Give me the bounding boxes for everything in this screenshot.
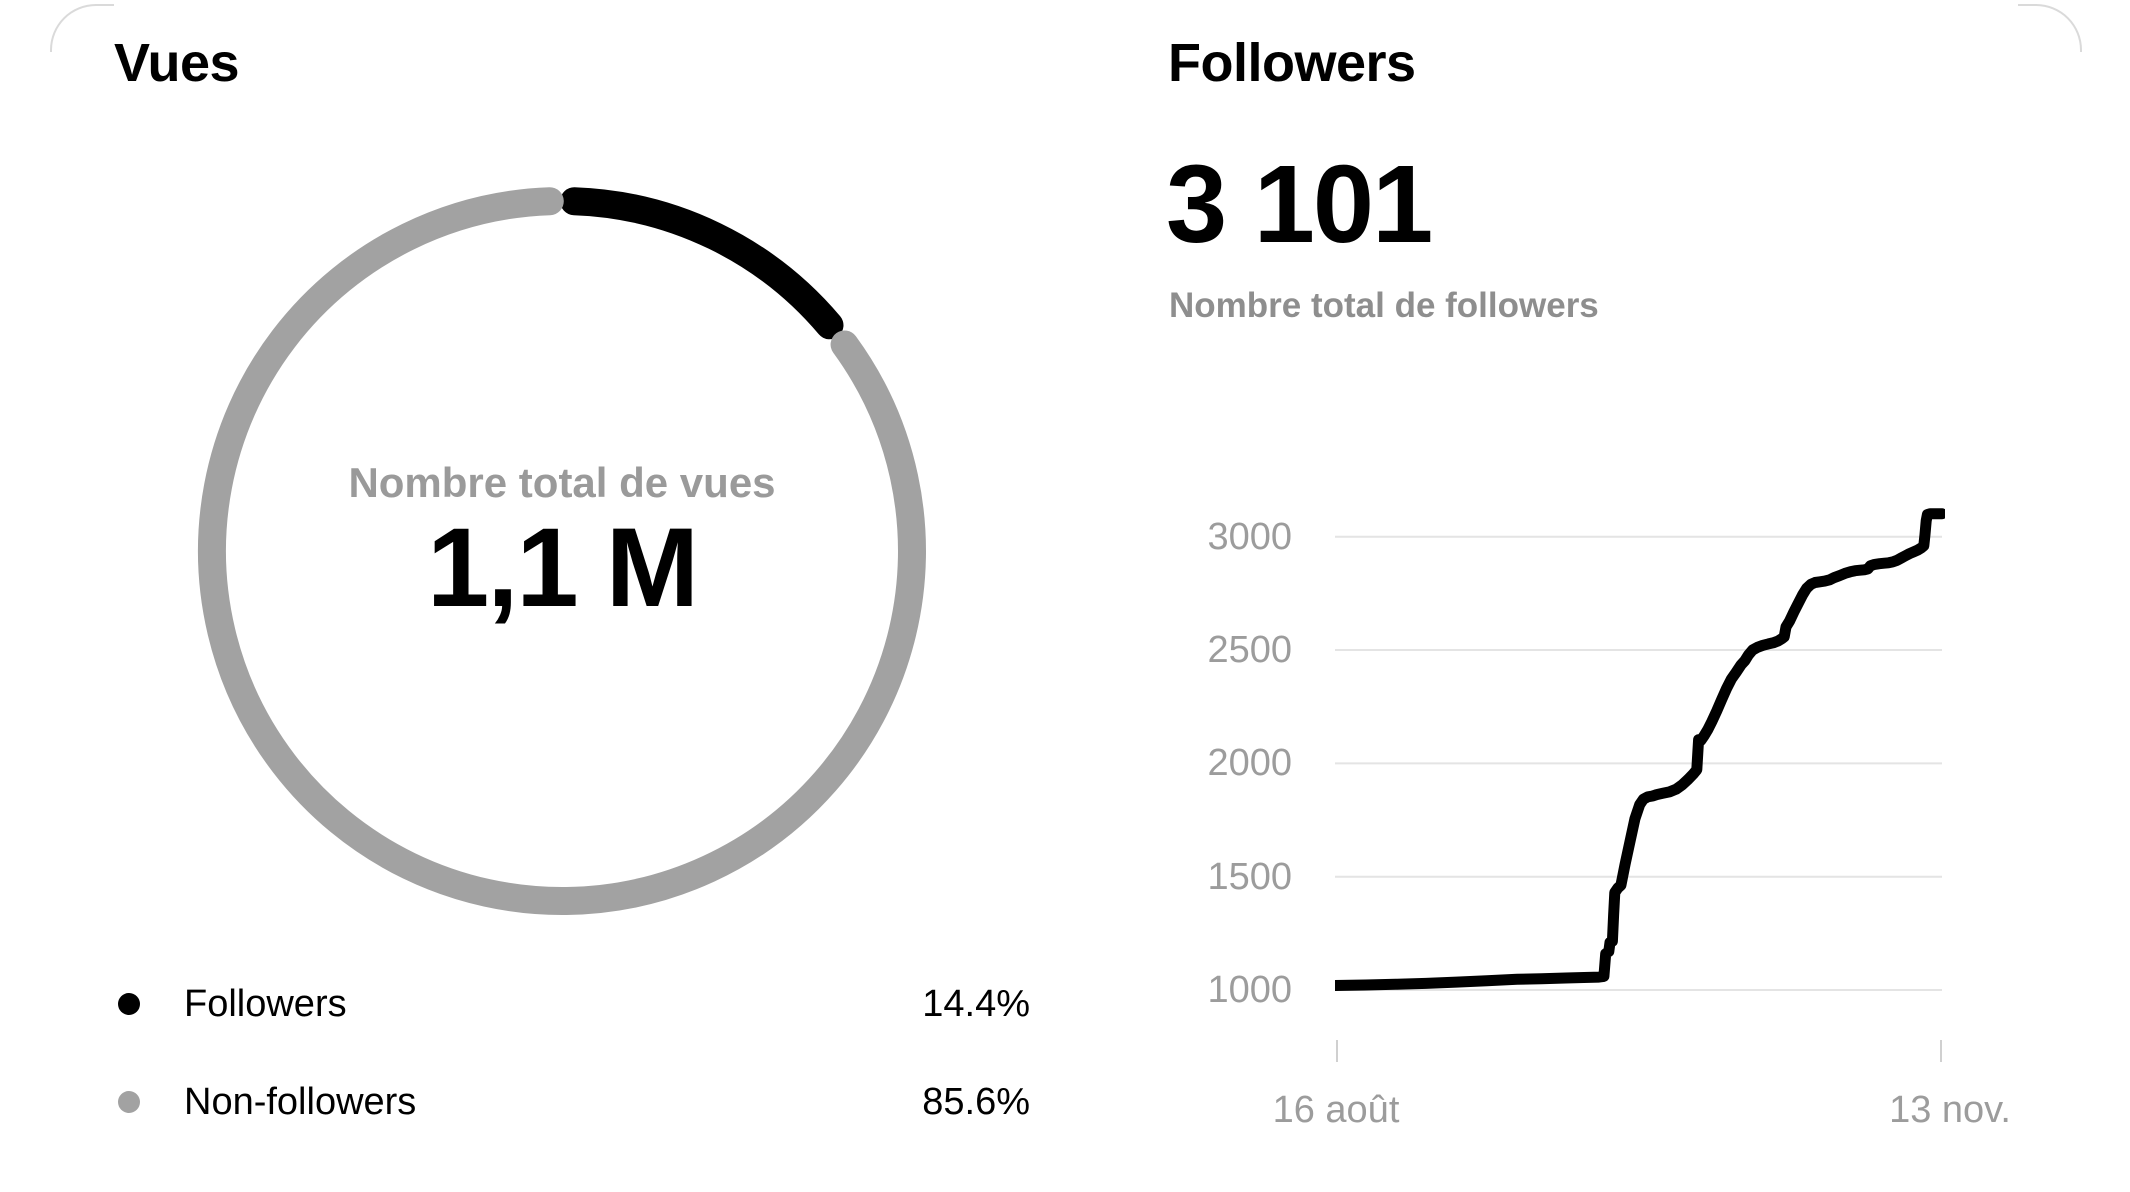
y-axis-labels: 3000 2500 2000 1500 1000 (1130, 500, 1292, 1011)
donut-segment-non-followers (198, 187, 926, 915)
y-axis-label-2500: 2500 (1207, 629, 1292, 671)
x-axis-tick-end (1940, 1040, 1942, 1062)
x-axis-tick-start (1336, 1040, 1338, 1062)
legend-label: Followers (184, 982, 347, 1025)
followers-subtitle: Nombre total de followers (1169, 286, 1599, 325)
legend-label: Non-followers (184, 1080, 417, 1123)
donut-rings (198, 187, 926, 915)
followers-trend-line (1329, 508, 1948, 991)
sheet-corner-left (50, 4, 114, 52)
followers-dot-icon (118, 993, 140, 1015)
legend-row-non-followers: Non-followers 85.6% (114, 1079, 1030, 1125)
x-axis-label-end: 13 nov. (1889, 1089, 2011, 1131)
y-axis-label-1500: 1500 (1207, 856, 1292, 898)
donut-segment-followers (560, 187, 844, 340)
donut-center-label: Nombre total de vues (348, 459, 776, 506)
legend-value: 14.4% (922, 982, 1030, 1025)
y-axis-label-2000: 2000 (1207, 742, 1292, 784)
legend-row-followers: Followers 14.4% (114, 981, 1030, 1027)
non-followers-dot-icon (118, 1091, 140, 1113)
followers-trend-plot (1329, 508, 1948, 991)
followers-total-count: 3 101 (1166, 143, 1433, 266)
x-axis-label-start: 16 août (1272, 1089, 1400, 1131)
donut-center-value: 1,1 M (426, 505, 699, 630)
followers-panel-title: Followers (1168, 33, 1416, 93)
sheet-corner-right (2018, 4, 2082, 52)
followers-line-chart[interactable] (1329, 500, 1948, 1005)
y-axis-label-3000: 3000 (1207, 516, 1292, 558)
legend-value: 85.6% (922, 1080, 1030, 1123)
views-donut-chart[interactable] (162, 151, 962, 951)
y-axis-label-1000: 1000 (1207, 969, 1292, 1011)
views-panel-title: Vues (114, 33, 240, 93)
